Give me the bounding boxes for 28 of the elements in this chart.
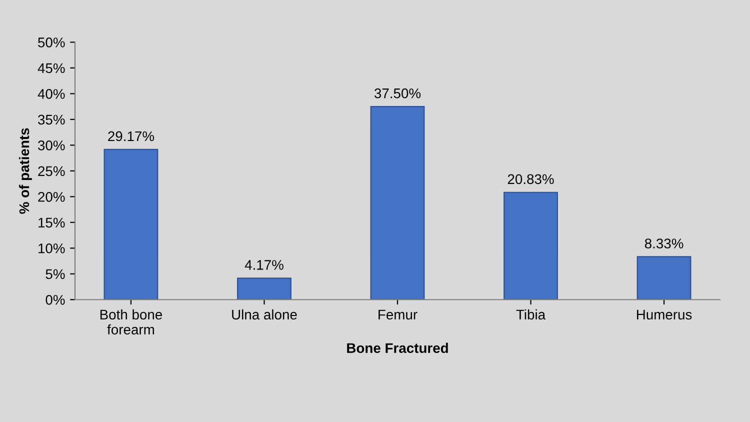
x-axis-title: Bone Fractured [347, 342, 448, 354]
x-tick-label: Tibia [516, 309, 546, 320]
data-label: 29.17% [108, 131, 154, 142]
bar [636, 256, 692, 300]
data-label: 8.33% [644, 238, 684, 248]
y-tick-label: 40% [38, 89, 65, 99]
x-tick-label: Both bone forearm [100, 309, 162, 335]
x-tick-label: Humerus [637, 310, 692, 320]
y-tick-label: 20% [38, 192, 65, 202]
data-label: 20.83% [508, 174, 554, 184]
y-tick-label: 10% [38, 243, 65, 254]
y-tick-label: 5% [46, 269, 65, 280]
y-tick-label: 25% [38, 166, 65, 176]
bar [237, 278, 292, 300]
data-label: 4.17% [244, 260, 284, 270]
y-tick-label: 30% [38, 140, 65, 150]
y-tick-label: 15% [38, 218, 65, 228]
y-tick-label: 45% [38, 63, 65, 74]
y-tick-label: 35% [38, 114, 65, 125]
y-tick-label: 50% [38, 38, 65, 48]
x-tick-label: Femur [378, 310, 418, 320]
bar [104, 148, 158, 300]
data-label: 37.50% [374, 88, 421, 98]
bar [370, 106, 425, 300]
bar [504, 192, 558, 300]
y-axis-title: % of patients [18, 128, 32, 214]
x-tick-label: Ulna alone [232, 309, 297, 320]
y-tick-label: 0% [46, 294, 65, 305]
